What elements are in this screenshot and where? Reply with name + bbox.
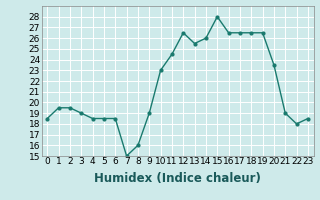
X-axis label: Humidex (Indice chaleur): Humidex (Indice chaleur) — [94, 172, 261, 185]
